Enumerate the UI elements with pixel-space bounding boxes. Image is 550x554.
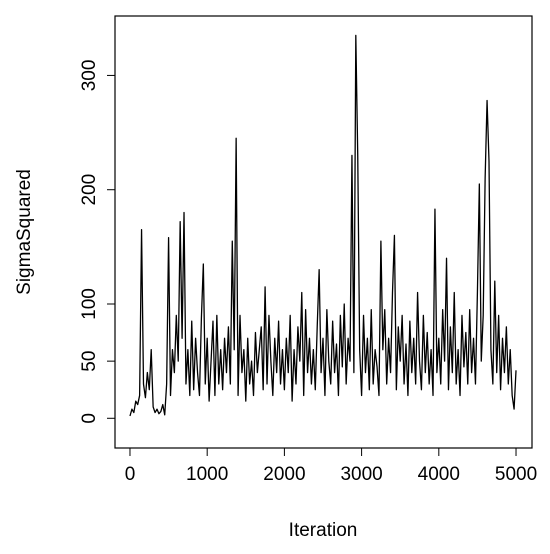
- y-tick-label: 200: [79, 174, 100, 206]
- x-tick-label: 3000: [340, 464, 382, 485]
- y-tick-label: 100: [79, 288, 100, 320]
- y-axis-label: SigmaSquared: [14, 169, 35, 295]
- x-tick-label: 0: [125, 464, 136, 485]
- trace-line: [129, 34, 517, 417]
- plot-box: [114, 15, 533, 449]
- x-tick-label: 4000: [418, 464, 460, 485]
- x-tick-label: 1000: [186, 464, 228, 485]
- x-tick-label: 5000: [495, 464, 537, 485]
- y-tick-label: 0: [79, 413, 100, 424]
- y-tick-label: 300: [79, 60, 100, 92]
- x-axis-label: Iteration: [289, 520, 358, 541]
- x-tick-label: 2000: [263, 464, 305, 485]
- y-tick-label: 50: [79, 351, 100, 372]
